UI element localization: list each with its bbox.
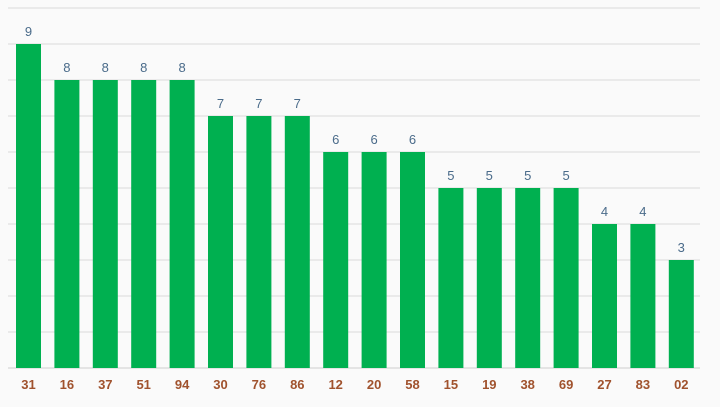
x-tick-label-38: 38 [520,377,534,392]
bar-12 [323,152,349,368]
value-label-69: 5 [562,168,569,183]
value-label-38: 5 [524,168,531,183]
value-label-20: 6 [370,132,377,147]
value-label-30: 7 [217,96,224,111]
x-axis-ticks: 31 16 37 51 94 30 76 86 12 20 58 15 19 38 69 27 83 02 [21,377,688,392]
bar-19 [476,188,502,368]
x-tick-label-30: 30 [213,377,227,392]
value-label-37: 8 [102,60,109,75]
x-tick-label-83: 83 [636,377,650,392]
value-label-83: 4 [639,204,646,219]
bar-02 [668,260,694,368]
bar-37 [92,80,118,368]
x-tick-label-94: 94 [175,377,190,392]
bar-86 [284,116,310,368]
bar-20 [361,152,387,368]
value-labels: 9 8 8 8 8 7 7 7 6 6 6 5 5 5 5 4 4 3 [25,24,685,255]
bar-30 [208,116,233,368]
bar-83 [630,224,656,368]
value-label-02: 3 [678,240,685,255]
bar-38 [515,188,541,368]
x-tick-label-76: 76 [252,377,266,392]
value-label-76: 7 [255,96,262,111]
bar-series [16,44,694,368]
value-label-15: 5 [447,168,454,183]
bar-94 [169,80,195,368]
value-label-12: 6 [332,132,339,147]
bar-69 [553,188,579,368]
value-label-94: 8 [178,60,185,75]
value-label-16: 8 [63,60,70,75]
grid-lines [8,7,700,369]
x-tick-label-31: 31 [21,377,35,392]
value-label-27: 4 [601,204,608,219]
value-label-51: 8 [140,60,147,75]
x-tick-label-51: 51 [136,377,150,392]
bar-27 [592,224,617,368]
x-tick-label-15: 15 [444,377,458,392]
x-tick-label-20: 20 [367,377,381,392]
x-tick-label-16: 16 [60,377,74,392]
x-tick-label-27: 27 [597,377,611,392]
bar-58 [400,152,425,368]
value-label-86: 7 [294,96,301,111]
bar-31 [16,44,41,368]
value-label-31: 9 [25,24,32,39]
bar-51 [131,80,157,368]
x-tick-label-69: 69 [559,377,573,392]
x-tick-label-12: 12 [328,377,342,392]
x-tick-label-86: 86 [290,377,304,392]
value-label-19: 5 [486,168,493,183]
x-tick-label-37: 37 [98,377,112,392]
bar-15 [438,188,464,368]
x-tick-label-19: 19 [482,377,496,392]
bar-16 [54,80,80,368]
value-label-58: 6 [409,132,416,147]
bar-76 [246,116,272,368]
x-tick-label-58: 58 [405,377,419,392]
x-tick-label-02: 02 [674,377,688,392]
